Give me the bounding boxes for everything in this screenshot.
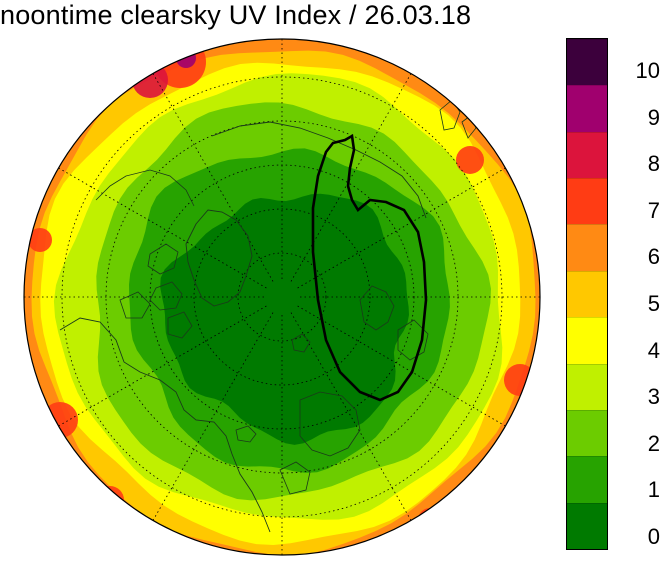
- legend-swatch-5: [567, 270, 607, 318]
- legend-label-4: 4: [647, 337, 660, 363]
- coastlines: [59, 99, 477, 533]
- map-outline: [23, 38, 541, 556]
- legend-swatch-2: [567, 409, 607, 457]
- coastline-greenland: [185, 209, 253, 307]
- uv-index-map: [23, 38, 541, 556]
- legend-label-0: 0: [647, 523, 660, 549]
- legend-swatch-1: [567, 456, 607, 503]
- meridian-line: [290, 69, 414, 282]
- meridian-line: [150, 69, 274, 282]
- meridian-line: [297, 165, 510, 289]
- map-title: noontime clearsky UV Index / 26.03.18: [0, 0, 472, 30]
- coastline-europe: [279, 391, 361, 495]
- uv-hotspot: [42, 402, 78, 438]
- legend-swatch-6: [567, 224, 607, 271]
- legend-label-8: 8: [647, 151, 660, 177]
- legend-label-9: 9: [647, 104, 660, 130]
- coastline-siberia: [211, 121, 427, 219]
- uv-color-legend: [566, 38, 608, 550]
- legend-label-7: 7: [647, 197, 660, 223]
- legend-label-10: 10: [635, 58, 660, 84]
- uv-color-bands: [24, 39, 540, 555]
- uv-hotspot: [96, 486, 124, 514]
- uv-hotspot: [28, 228, 52, 252]
- legend-label-2: 2: [647, 430, 660, 456]
- legend-label-5: 5: [647, 291, 660, 316]
- meridian-line: [54, 165, 267, 289]
- graticule: [24, 39, 540, 555]
- polar-map-svg: [23, 38, 541, 556]
- uv-hotspot: [34, 444, 66, 476]
- legend-label-6: 6: [647, 244, 660, 270]
- latitude-circle: [237, 252, 327, 342]
- coastline-iceland: [235, 425, 257, 443]
- legend-swatch-9: [567, 85, 607, 132]
- meridian-line: [290, 312, 414, 525]
- uv-hotspot: [504, 364, 536, 396]
- highlight-contour: [311, 133, 428, 402]
- meridian-line: [297, 305, 510, 429]
- legend-label-1: 1: [647, 477, 660, 503]
- latitude-circle: [193, 208, 371, 386]
- uv-hotspot: [456, 146, 484, 174]
- uv-band-0: [160, 193, 409, 445]
- meridian-line: [54, 305, 267, 429]
- coastline-scandinavia: [359, 285, 429, 361]
- uv-hotspot: [132, 62, 168, 98]
- legend-swatch-3: [567, 363, 607, 410]
- coastline-north-america: [59, 317, 271, 533]
- legend-swatch-0: [567, 502, 607, 549]
- coastline-canadian-archipelago: [119, 243, 193, 339]
- legend-label-3: 3: [647, 384, 660, 410]
- legend-swatch-10: [567, 39, 607, 86]
- latitude-circle: [61, 76, 503, 518]
- uv-hotspot: [418, 508, 442, 532]
- coastline-alaska: [95, 169, 195, 207]
- legend-swatch-7: [567, 178, 607, 225]
- legend-swatch-8: [567, 131, 607, 179]
- coastline-svalbard: [291, 333, 311, 353]
- meridian-line: [150, 312, 274, 525]
- legend-swatch-4: [567, 317, 607, 364]
- uv-legend-labels: 0 1 2 3 4 5 6 7 8 9 10: [612, 38, 662, 550]
